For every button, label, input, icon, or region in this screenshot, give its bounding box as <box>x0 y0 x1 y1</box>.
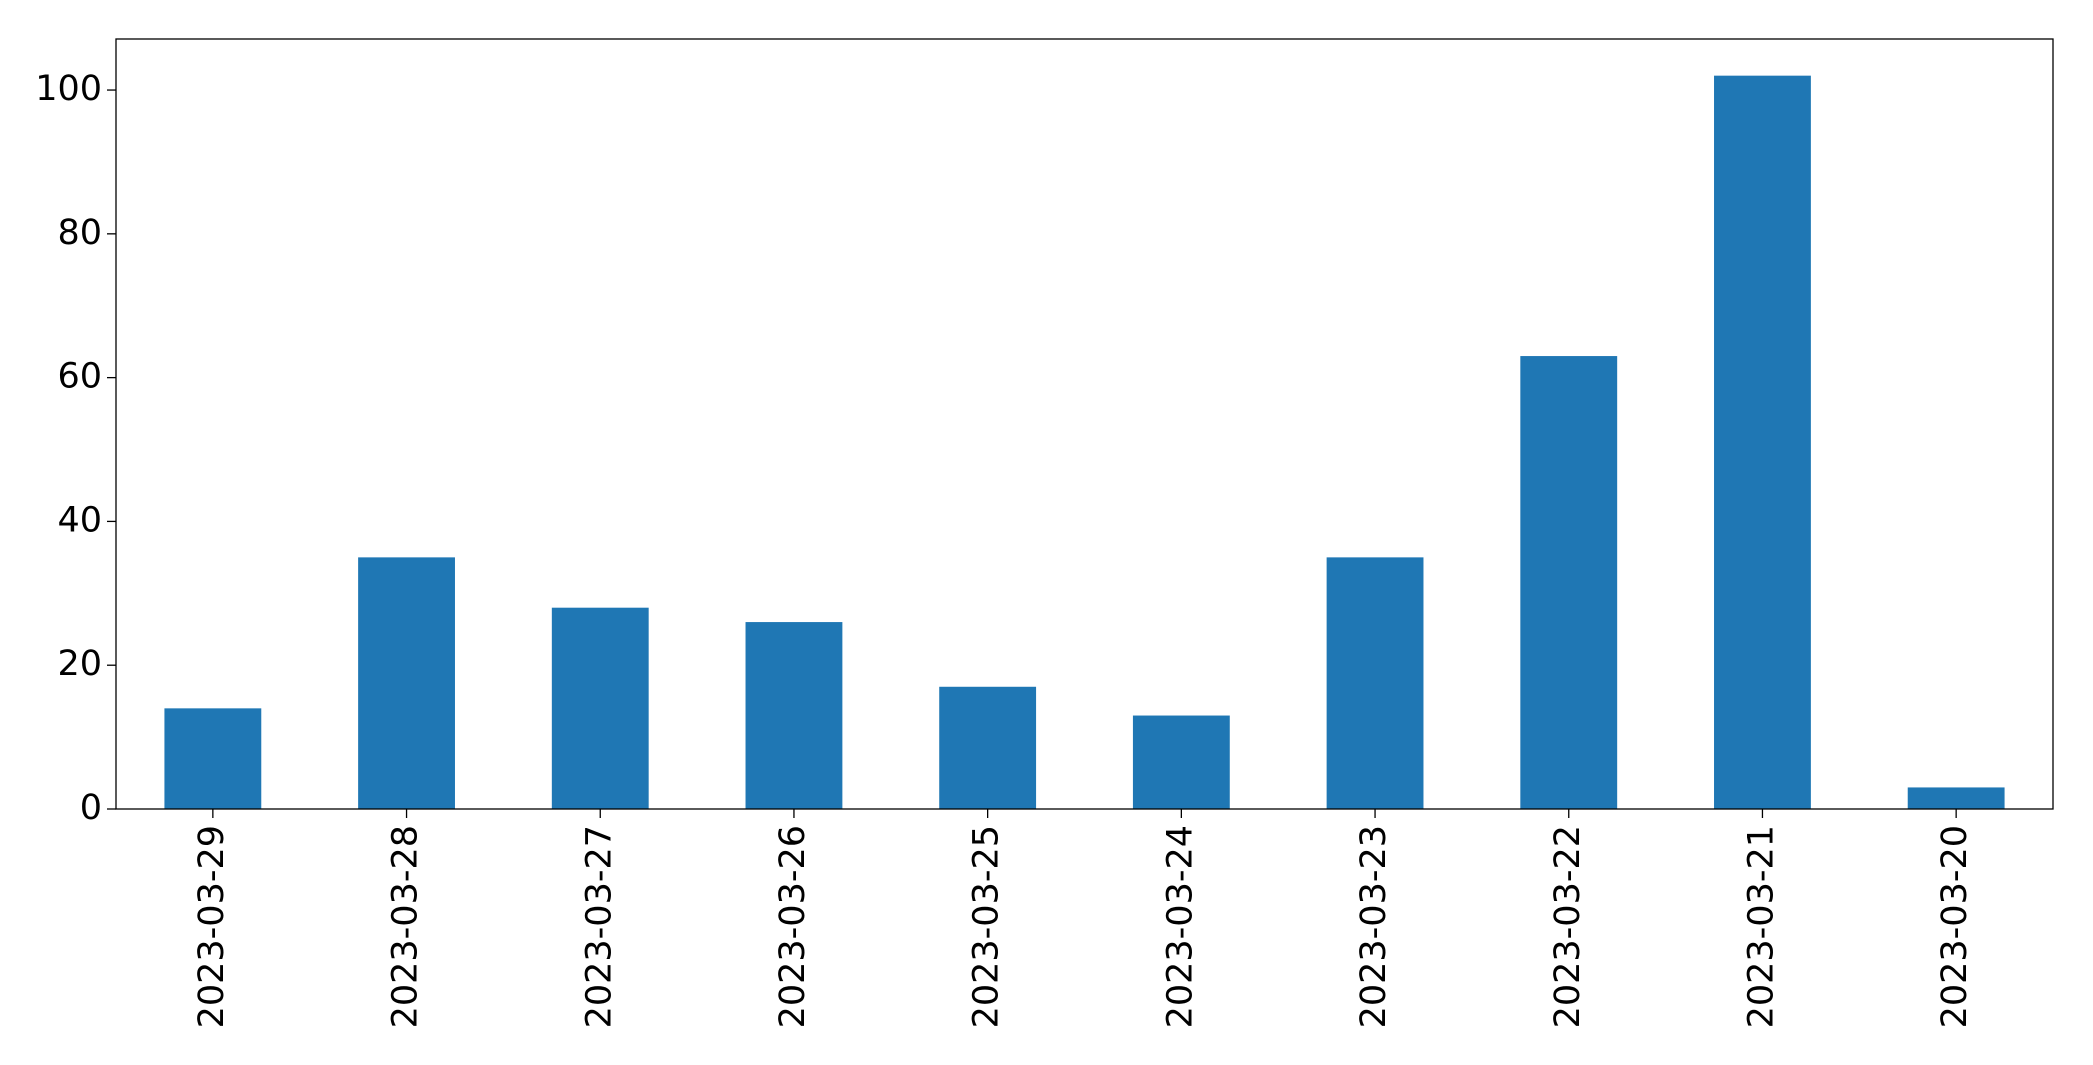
x-tick-label: 2023-03-28 <box>386 825 426 1028</box>
x-tick-label: 2023-03-25 <box>967 825 1007 1028</box>
y-tick-label: 40 <box>57 500 102 540</box>
y-tick-label: 0 <box>80 788 102 828</box>
x-tick-label: 2023-03-21 <box>1741 825 1781 1028</box>
x-tick-label: 2023-03-23 <box>1354 825 1394 1028</box>
x-tick-label: 2023-03-24 <box>1160 825 1200 1028</box>
bar <box>939 686 1037 809</box>
y-tick-label: 20 <box>57 644 102 684</box>
bar <box>1520 356 1618 809</box>
x-tick-label: 2023-03-29 <box>192 825 232 1028</box>
x-tick-label: 2023-03-22 <box>1548 825 1588 1028</box>
y-tick-label: 80 <box>57 213 102 253</box>
axes-frame <box>115 38 2054 810</box>
y-tick-label: 60 <box>57 357 102 397</box>
x-tick-label: 2023-03-27 <box>579 825 619 1028</box>
bar <box>1907 787 2005 809</box>
bar <box>1714 75 1811 809</box>
bar <box>358 557 455 809</box>
bar <box>1326 557 1424 809</box>
bar <box>164 708 262 809</box>
y-tick-label: 100 <box>35 69 102 109</box>
bar <box>551 607 649 809</box>
bar <box>1132 715 1230 809</box>
x-tick-label: 2023-03-26 <box>773 825 813 1028</box>
x-tick-label: 2023-03-20 <box>1935 825 1975 1028</box>
bar <box>745 622 843 809</box>
